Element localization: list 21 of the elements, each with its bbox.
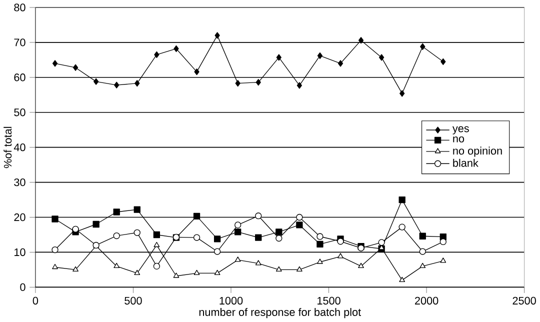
y-tick-label: 0 xyxy=(20,283,26,292)
x-tick-label: 1500 xyxy=(318,297,340,305)
y-tick-label: 30 xyxy=(14,178,26,186)
x-tick-label: 500 xyxy=(124,297,142,305)
y-tick-label: 80 xyxy=(14,4,26,12)
y-tick-label: 40 xyxy=(14,144,26,152)
y-tick-label: 20 xyxy=(14,214,26,222)
x-axis-title: number of response for batch plot xyxy=(199,308,361,318)
x-tick-label: 2500 xyxy=(512,297,536,305)
x-tick-label: 1000 xyxy=(220,297,243,305)
legend-label: blank xyxy=(453,158,478,167)
y-axis-title: %of total xyxy=(4,127,12,168)
legend-label: yes xyxy=(452,126,469,135)
y-tick-label: 10 xyxy=(14,248,26,256)
x-tick-label: 2000 xyxy=(415,297,438,305)
y-tick-label: 50 xyxy=(14,108,26,116)
x-tick-label: 0 xyxy=(32,297,38,305)
y-tick-label: 60 xyxy=(14,74,26,82)
y-tick-label: 70 xyxy=(14,38,26,46)
legend-label: no opinion xyxy=(453,146,502,157)
legend-label: no xyxy=(453,136,464,143)
